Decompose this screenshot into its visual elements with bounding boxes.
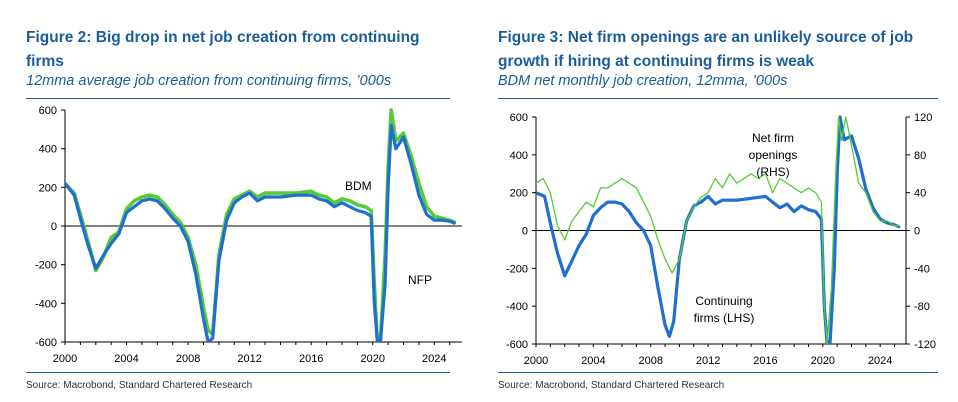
figure-3-x-tick-label: 2008 xyxy=(638,355,662,367)
figure-2-panel: Figure 2: Big drop in net job creation f… xyxy=(0,0,458,402)
figure-2-y-tick-label: 0 xyxy=(51,221,57,233)
figure-2-subtitle: 12mma average job creation from continui… xyxy=(26,73,392,89)
figure-2-series-1-line xyxy=(65,123,456,342)
figure-2-series-0-line xyxy=(65,108,457,342)
figure-3-y2-tick-label: 80 xyxy=(914,150,926,162)
figure-3-y-tick-label: -600 xyxy=(506,339,528,351)
figure-2-y-tick-label: -400 xyxy=(35,298,57,310)
figure-2-source: Source: Macrobond, Standard Chartered Re… xyxy=(26,380,253,391)
figure-3-y-tick-label: 0 xyxy=(522,226,528,238)
figure-2-x-tick-label: 2020 xyxy=(361,353,385,365)
figure-3-series-1-line xyxy=(536,116,900,344)
figure-2-x-tick-label: 2004 xyxy=(114,353,138,365)
figure-3-annotation-1: openings xyxy=(749,148,798,162)
figure-2-x-tick-label: 2000 xyxy=(53,353,77,365)
figure-2-y-tick-label: -600 xyxy=(35,337,57,349)
figure-3-y2-tick-label: 40 xyxy=(914,188,926,200)
figure-2-y-tick-label: -200 xyxy=(35,260,57,272)
figure-3-panel: Figure 3: Net firm openings are an unlik… xyxy=(478,0,938,402)
figure-3-y2-tick-label: 0 xyxy=(914,226,920,238)
figure-2-x-tick-label: 2008 xyxy=(176,353,200,365)
figure-3-y2-tick-label: -40 xyxy=(914,263,930,275)
figure-3-y-tick-label: -400 xyxy=(506,301,528,313)
figure-3-annotation-4: firms (LHS) xyxy=(694,311,755,325)
figure-3-subtitle: BDM net monthly job creation, 12mma, ’00… xyxy=(498,73,788,89)
figure-3-series-0-line xyxy=(536,115,901,344)
figure-3-x-tick-label: 2000 xyxy=(524,355,548,367)
figure-2-y-tick-label: 400 xyxy=(39,144,57,156)
figure-3-annotation-3: Continuing xyxy=(695,294,752,308)
figure-2-annotation-0: BDM xyxy=(345,179,372,193)
figure-3-y2-tick-label: -80 xyxy=(914,301,930,313)
figure-3-y-tick-label: 200 xyxy=(510,188,528,200)
figure-2-y-tick-label: 200 xyxy=(39,182,57,194)
figure-3-annotation-0: Net firm xyxy=(752,131,794,145)
figure-3-y-tick-label: -200 xyxy=(506,263,528,275)
figure-2-title: Figure 2: Big drop in net job creation f… xyxy=(26,29,420,70)
figure-3-x-tick-label: 2012 xyxy=(696,355,720,367)
figure-3-source: Source: Macrobond, Standard Chartered Re… xyxy=(498,380,725,391)
figure-3-y2-tick-label: -120 xyxy=(914,339,936,351)
figure-2-x-tick-label: 2012 xyxy=(237,353,261,365)
figure-3-x-tick-label: 2024 xyxy=(868,355,892,367)
figure-3-bottom-rule xyxy=(498,372,938,373)
figure-2-x-tick-label: 2024 xyxy=(422,353,446,365)
figure-3-annotation-2: (RHS) xyxy=(756,165,789,179)
figure-3-y2-tick-label: 120 xyxy=(914,112,932,124)
figure-3-y-tick-label: 600 xyxy=(510,112,528,124)
figure-3-x-tick-label: 2020 xyxy=(811,355,835,367)
figure-2-bottom-rule xyxy=(26,372,450,373)
figure-2-x-tick-label: 2016 xyxy=(299,353,323,365)
figure-3-x-tick-label: 2004 xyxy=(581,355,605,367)
figure-3-y-tick-label: 400 xyxy=(510,150,528,162)
figure-3-x-tick-label: 2016 xyxy=(753,355,777,367)
figure-3-title: Figure 3: Net firm openings are an unlik… xyxy=(498,29,914,70)
figure-2-y-tick-label: 600 xyxy=(39,105,57,117)
figure-2-annotation-1: NFP xyxy=(408,273,432,287)
figure-2-top-rule xyxy=(26,98,450,99)
figure-3-top-rule xyxy=(498,98,938,99)
